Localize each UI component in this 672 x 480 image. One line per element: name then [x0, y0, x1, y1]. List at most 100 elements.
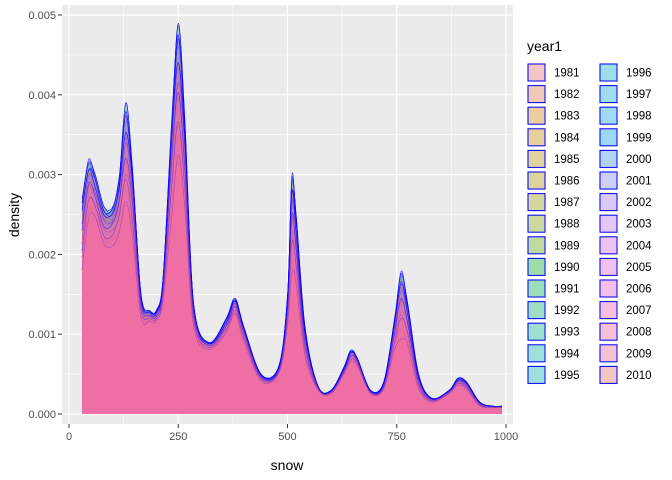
- legend-key-bg: [527, 365, 546, 385]
- legend-label: 1991: [554, 284, 580, 296]
- legend-key-bg: [527, 300, 546, 320]
- density-area-1982: [82, 145, 502, 414]
- legend-label: 1999: [626, 132, 652, 144]
- legend-key-bg: [527, 63, 546, 82]
- legend-key-bg: [527, 322, 546, 342]
- legend-item-1986: 1986: [527, 171, 580, 190]
- legend-item-1982: 1982: [527, 84, 580, 104]
- legend-key-bg: [527, 192, 546, 212]
- legend-item-1991: 1991: [527, 279, 580, 298]
- y-tick-label: 0.004: [28, 90, 56, 102]
- density-area-1981: [82, 174, 502, 414]
- legend-key: [527, 85, 546, 104]
- legend-label: 1984: [554, 132, 580, 144]
- density-outline-2009: [81, 92, 502, 408]
- legend-key-bg: [599, 365, 618, 385]
- legend-label: 1987: [554, 197, 580, 209]
- y-tick-label: 0.000: [28, 409, 56, 421]
- legend-key-bg: [599, 149, 618, 169]
- y-tick-label: 0.001: [28, 329, 56, 341]
- legend-label: 1986: [554, 176, 580, 188]
- legend-key: [527, 63, 546, 82]
- legend-key-bg: [527, 214, 546, 234]
- legend-key: [599, 257, 618, 276]
- density-area-2007: [82, 155, 502, 415]
- legend-item-1994: 1994: [527, 343, 580, 363]
- density-area-2009: [82, 92, 502, 414]
- legend-item-1992: 1992: [527, 300, 580, 320]
- density-area-1994: [82, 163, 502, 414]
- legend-item-1998: 1998: [599, 106, 652, 126]
- legend-label: 2004: [626, 240, 652, 252]
- legend-key: [599, 344, 618, 363]
- legend-label: 1997: [626, 89, 652, 101]
- legend-item-1993: 1993: [527, 322, 580, 342]
- legend-item-1999: 1999: [599, 127, 652, 147]
- legend-item-2003: 2003: [599, 214, 652, 234]
- legend-label: 2006: [626, 284, 652, 296]
- legend-title: year1: [527, 38, 562, 54]
- density-area-1990: [82, 167, 502, 414]
- y-tick-label: 0.005: [28, 10, 56, 22]
- density-area-2003: [82, 161, 502, 414]
- legend-key-bg: [527, 235, 546, 255]
- legend-key-bg: [527, 257, 546, 277]
- legend-key: [599, 279, 618, 298]
- legend-item-2005: 2005: [599, 257, 652, 277]
- legend-key: [527, 257, 546, 276]
- x-tick-label: 750: [388, 431, 406, 443]
- legend-item-1997: 1997: [599, 84, 652, 104]
- legend-key-bg: [599, 322, 618, 342]
- legend-key: [599, 236, 618, 255]
- legend-item-2006: 2006: [599, 279, 652, 298]
- legend-label: 2005: [626, 262, 652, 274]
- legend-key: [527, 171, 546, 190]
- legend-key: [527, 128, 546, 147]
- legend-key: [599, 149, 618, 168]
- legend-key-bg: [527, 279, 546, 298]
- legend-key-bg: [599, 257, 618, 277]
- legend-label: 1981: [554, 68, 580, 80]
- y-tick-label: 0.002: [28, 249, 56, 261]
- x-tick-label: 250: [169, 431, 187, 443]
- legend-key-bg: [599, 300, 618, 320]
- legend-key: [527, 301, 546, 320]
- x-tick-label: 500: [278, 431, 296, 443]
- density-area-1991: [82, 124, 502, 414]
- legend-label: 1994: [554, 348, 580, 360]
- legend-item-1996: 1996: [599, 63, 652, 82]
- legend: year1 1981 1982 1983 1984 1985 1986 1987 1988 19…: [527, 38, 652, 385]
- legend-key-bg: [527, 343, 546, 363]
- legend-label: 2003: [626, 219, 652, 231]
- density-area-1986: [82, 139, 502, 414]
- legend-item-2007: 2007: [599, 300, 652, 320]
- legend-key-bg: [599, 192, 618, 212]
- legend-label: 1996: [626, 68, 652, 80]
- legend-key: [599, 128, 618, 147]
- legend-item-1989: 1989: [527, 235, 580, 255]
- legend-key: [599, 365, 618, 384]
- legend-label: 1995: [554, 370, 580, 382]
- x-axis: 0 250 500 750 1000: [66, 424, 518, 443]
- legend-key-bg: [527, 84, 546, 104]
- legend-key: [599, 322, 618, 341]
- legend-label: 2002: [626, 197, 652, 209]
- legend-key-bg: [599, 127, 618, 147]
- density-layers: [81, 23, 502, 415]
- legend-key: [599, 214, 618, 233]
- legend-key: [527, 322, 546, 341]
- legend-label: 1982: [554, 89, 580, 101]
- legend-key-bg: [599, 106, 618, 126]
- legend-key-bg: [527, 149, 546, 169]
- legend-key: [527, 279, 546, 298]
- x-tick-label: 0: [66, 431, 72, 443]
- density-area-1999: [82, 137, 502, 414]
- legend-key-bg: [527, 106, 546, 126]
- legend-key-bg: [527, 171, 546, 190]
- legend-label: 2007: [626, 305, 652, 317]
- legend-item-1995: 1995: [527, 365, 580, 385]
- x-axis-title: snow: [271, 457, 305, 473]
- legend-key-bg: [599, 235, 618, 255]
- legend-label: 2009: [626, 348, 652, 360]
